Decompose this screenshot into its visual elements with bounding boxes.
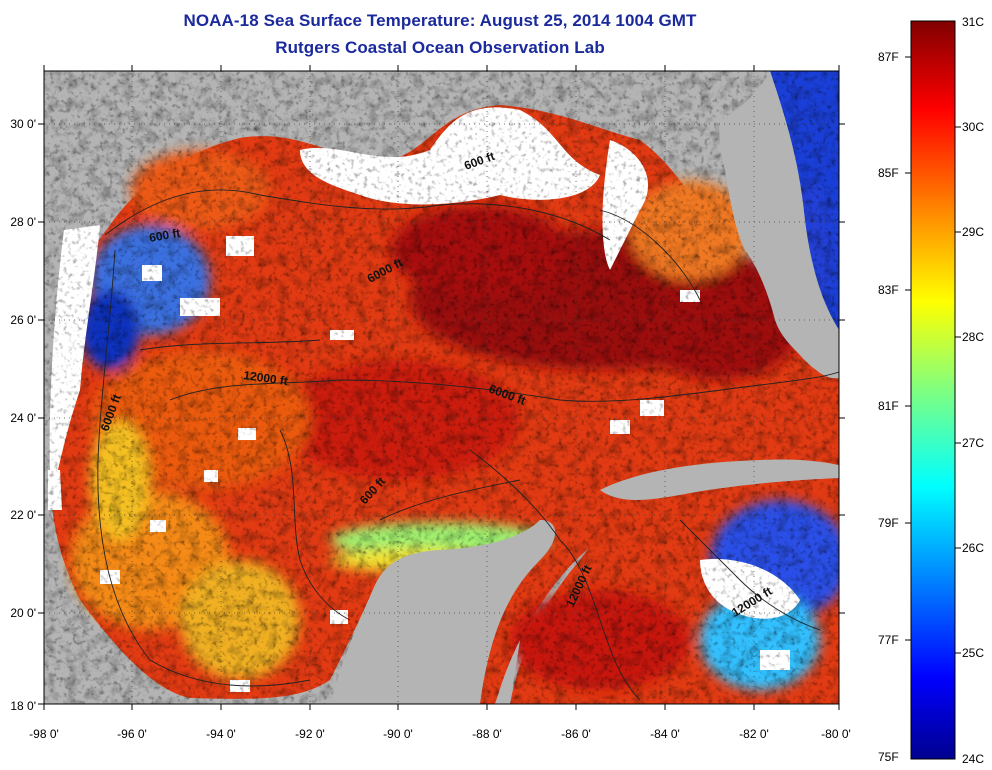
longitude-labels: -98 0' -96 0' -94 0' -92 0' -90 0' -88 0… — [29, 727, 851, 741]
lon-label: -90 0' — [383, 727, 413, 741]
colorbar-celsius-label: 31C — [962, 15, 984, 29]
lat-label: 28 0' — [10, 215, 36, 229]
latitude-labels: 30 0' 28 0' 26 0' 24 0' 22 0' 20 0' 18 0… — [10, 117, 36, 713]
lon-label: -94 0' — [206, 727, 236, 741]
lon-label: -86 0' — [561, 727, 591, 741]
colorbar-celsius-label: 26C — [962, 541, 984, 555]
lat-label: 30 0' — [10, 117, 36, 131]
colorbar-fahrenheit-label: 79F — [878, 516, 899, 530]
lon-label: -84 0' — [650, 727, 680, 741]
lon-label: -98 0' — [29, 727, 59, 741]
colorbar-celsius-label: 30C — [962, 120, 984, 134]
lon-label: -96 0' — [117, 727, 147, 741]
colorbar-fahrenheit-label: 87F — [878, 50, 899, 64]
lon-label: -80 0' — [821, 727, 851, 741]
colorbar-celsius-label: 27C — [962, 436, 984, 450]
map-tick-marks — [38, 65, 845, 710]
colorbar-fahrenheit-label: 75F — [878, 750, 899, 764]
colorbar-celsius-label: 25C — [962, 646, 984, 660]
graticule — [44, 71, 839, 704]
lat-label: 20 0' — [10, 606, 36, 620]
map-subtitle: Rutgers Coastal Ocean Observation Lab — [275, 38, 605, 57]
colorbar-ticks — [905, 56, 961, 654]
land-cuba — [600, 459, 839, 500]
colorbar-celsius-label: 24C — [962, 752, 984, 766]
lat-label: 18 0' — [10, 699, 36, 713]
lat-label: 22 0' — [10, 508, 36, 522]
colorbar-scale — [910, 20, 956, 760]
bathymetry-contours — [97, 189, 839, 701]
map-area — [44, 71, 839, 704]
colorbar-celsius-label: 29C — [962, 225, 984, 239]
map-title: NOAA-18 Sea Surface Temperature: August … — [183, 11, 697, 30]
lon-label: -88 0' — [472, 727, 502, 741]
lat-label: 24 0' — [10, 411, 36, 425]
colorbar-fahrenheit-label: 83F — [878, 283, 899, 297]
colorbar-celsius-label: 28C — [962, 330, 984, 344]
contour-label: 600 ft — [148, 226, 181, 245]
lat-label: 26 0' — [10, 313, 36, 327]
lon-label: -82 0' — [739, 727, 769, 741]
colorbar-fahrenheit-label: 85F — [878, 166, 899, 180]
land-yucatan — [330, 520, 555, 704]
lon-label: -92 0' — [295, 727, 325, 741]
colorbar: 31C 30C 29C 28C 27C 26C 25C 24C 87F 85F … — [878, 15, 984, 766]
land-florida — [719, 71, 839, 379]
colorbar-fahrenheit-label: 81F — [878, 399, 899, 413]
map-frame — [43, 70, 840, 705]
contour-label: 12000 ft — [243, 368, 289, 388]
colorbar-fahrenheit-label: 77F — [878, 633, 899, 647]
